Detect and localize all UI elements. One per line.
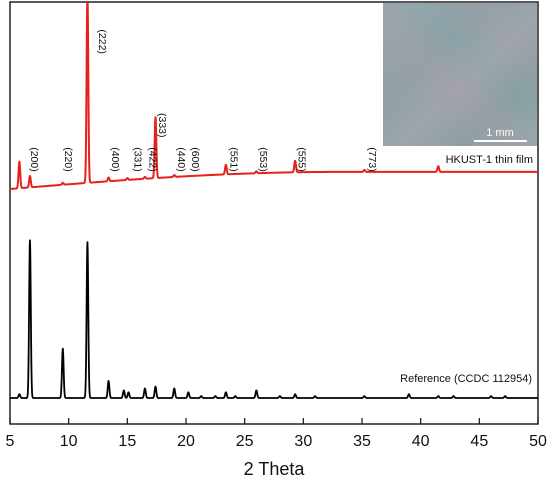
x-axis-title: 2 Theta — [244, 459, 306, 479]
inset-micrograph: 1 mm — [383, 3, 537, 146]
x-tick-label: 25 — [236, 433, 254, 450]
x-tick-label: 20 — [177, 433, 195, 450]
series-label-thin-film: HKUST-1 thin film — [446, 154, 533, 166]
peak-label: (422) — [147, 147, 159, 172]
peak-label: (773) — [366, 147, 378, 172]
peak-label: (555) — [296, 147, 308, 172]
series-lines — [9, 2, 539, 399]
x-tick-label: 15 — [118, 433, 136, 450]
x-tick-label: 45 — [470, 433, 488, 450]
peak-label: (440) — [175, 147, 187, 172]
peak-label: (220) — [62, 147, 74, 172]
peak-label: (551) — [228, 147, 240, 172]
peak-label: (553) — [257, 147, 269, 172]
peak-label: (333) — [156, 113, 168, 138]
peak-label: (200) — [28, 147, 40, 172]
inset-texture — [383, 3, 537, 146]
peak-labels: (200) (220) (222) (400) (331) (422) (333) (440)… — [28, 29, 378, 171]
series-label-reference: Reference (CCDC 112954) — [400, 373, 532, 385]
x-tick-label: 5 — [6, 433, 15, 450]
series-line-thin-film — [9, 2, 539, 190]
peak-label: (331) — [131, 147, 143, 172]
inset-scale-label: 1 mm — [486, 127, 514, 139]
x-tick-label: 10 — [60, 433, 78, 450]
x-tick-label: 40 — [412, 433, 430, 450]
x-tick-label: 35 — [353, 433, 371, 450]
peak-label: (222) — [96, 29, 108, 54]
x-axis: 5 10 15 20 25 30 35 40 45 50 — [6, 418, 547, 450]
peak-label: (600) — [189, 147, 201, 172]
x-tick-label: 30 — [294, 433, 312, 450]
plot-frame — [9, 1, 539, 425]
series-line-reference — [9, 239, 539, 399]
peak-label: (400) — [109, 147, 121, 172]
x-tick-label: 50 — [529, 433, 547, 450]
